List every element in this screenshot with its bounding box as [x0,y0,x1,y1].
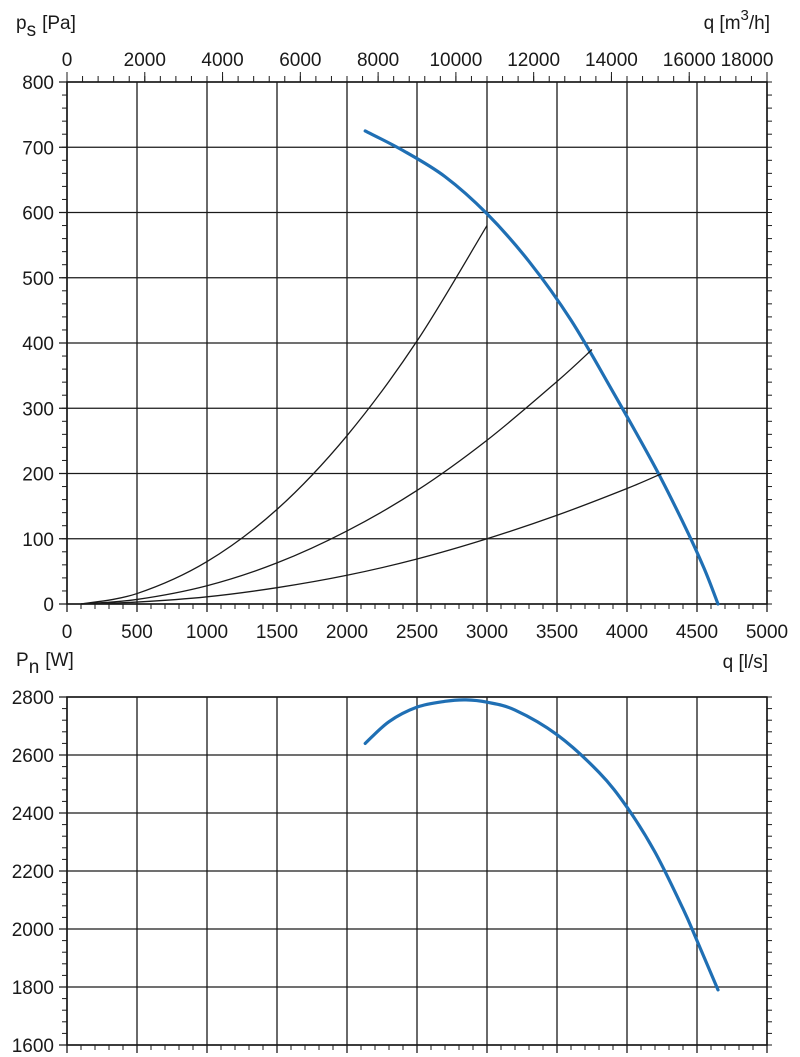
y-tick-label: 2400 [12,804,54,825]
airflow-m3h-axis-title: q [m3/h] [704,7,770,34]
x-tick-label-ls: 500 [121,622,153,643]
y-tick-label: 100 [22,530,54,551]
power-series [363,698,720,992]
y-tick-label: 1600 [12,1036,54,1057]
fan-power-curve [363,698,720,992]
power-axis-title: Pn [W] [16,650,74,678]
system-curve-3 [80,472,663,605]
x-tick-label-ls: 2500 [396,622,438,643]
y-tick-label: 2200 [12,862,54,883]
x-tick-label-ls: 3500 [536,622,578,643]
x-top-tick-label-m3h: 2000 [124,50,166,71]
y-tick-label: 400 [22,334,54,355]
x-tick-label-ls: 1000 [186,622,228,643]
y-tick-label: 2000 [12,920,54,941]
system-curve-1 [80,225,488,605]
y-tick-label: 800 [22,73,54,94]
y-tick-label: 500 [22,269,54,290]
y-tick-label: 2600 [12,746,54,767]
plot-frame [66,81,768,605]
y-tick-label: 2800 [12,688,54,709]
plot-frame [66,696,768,1046]
pressure-axis-title: ps [Pa] [16,13,76,41]
x-top-tick-label-m3h: 14000 [585,50,638,71]
x-tick-label-ls: 2000 [326,622,368,643]
y-tick-label: 300 [22,399,54,420]
x-tick-label-ls: 0 [62,622,73,643]
y-tick-label: 0 [43,595,54,616]
y-tick-label: 1800 [12,978,54,999]
system-curve-2 [80,349,593,605]
y-tick-label: 200 [22,465,54,486]
x-tick-label-ls: 3000 [466,622,508,643]
fan-pressure-curve [363,129,720,606]
x-top-tick-label-m3h: 16000 [663,50,716,71]
y-tick-label: 600 [22,204,54,225]
power-grid: 1600 1800 2000 2200 2400 2600 2800 [12,688,772,1057]
x-top-tick-label-m3h: 8000 [357,50,399,71]
x-top-tick-label-m3h: 6000 [279,50,321,71]
x-top-tick-label-m3h: 10000 [429,50,482,71]
x-tick-label-ls: 4500 [676,622,718,643]
pressure-series [80,129,720,606]
y-tick-label: 700 [22,138,54,159]
x-tick-label-ls: 1500 [256,622,298,643]
x-tick-label-ls: 4000 [606,622,648,643]
x-top-tick-label-m3h: 12000 [507,50,560,71]
x-tick-label-ls: 5000 [746,622,788,643]
x-top-tick-label-m3h: 18000 [721,50,774,71]
x-top-tick-label-m3h: 4000 [201,50,243,71]
x-top-tick-label-m3h: 0 [62,50,73,71]
airflow-ls-axis-title: q [l/s] [723,652,768,673]
